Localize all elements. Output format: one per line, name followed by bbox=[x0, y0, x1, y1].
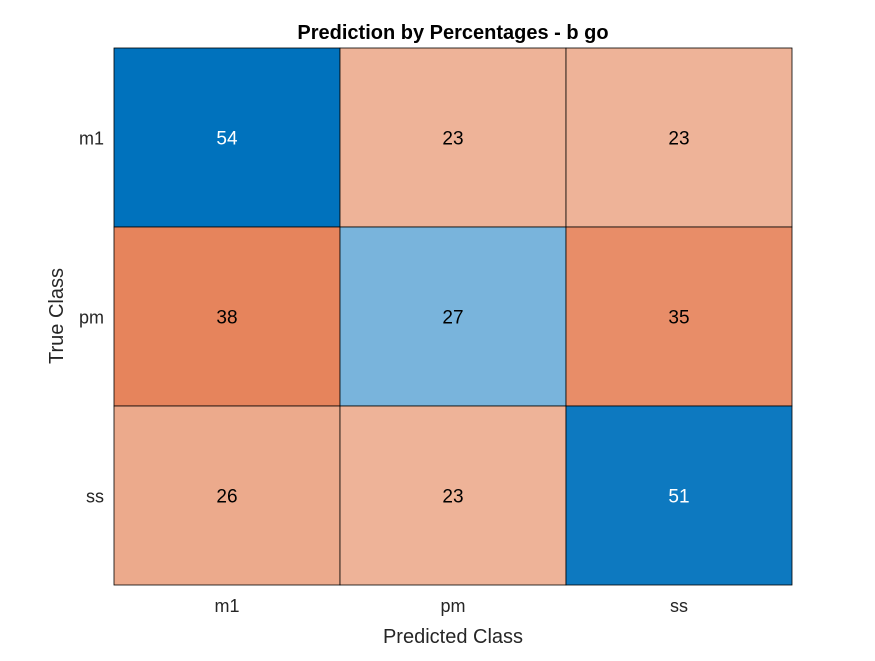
y-tick-label: ss bbox=[86, 487, 104, 507]
cell-ss-pm bbox=[339, 405, 567, 586]
cell-value-label: 38 bbox=[216, 308, 237, 329]
cell-value-label: 27 bbox=[442, 308, 463, 329]
y-tick-labels: m1 pm ss bbox=[79, 129, 104, 507]
cell-value-label: 23 bbox=[668, 129, 689, 150]
x-axis-label: Predicted Class bbox=[383, 626, 523, 648]
y-tick-label: m1 bbox=[79, 129, 104, 149]
cell-ss-m1 bbox=[113, 405, 341, 586]
cell-value-label: 23 bbox=[442, 129, 463, 150]
x-tick-label: ss bbox=[670, 596, 688, 616]
x-tick-labels: m1 pm ss bbox=[214, 596, 688, 616]
cell-value-label: 26 bbox=[216, 487, 237, 508]
cell-value-label: 23 bbox=[442, 487, 463, 508]
cell-m1-m1 bbox=[113, 47, 341, 228]
cell-pm-ss bbox=[565, 226, 793, 407]
cell-pm-m1 bbox=[113, 226, 341, 407]
cell-value-label: 35 bbox=[668, 308, 689, 329]
x-tick-label: pm bbox=[440, 596, 465, 616]
cell-m1-pm bbox=[339, 47, 567, 228]
cell-pm-pm bbox=[339, 226, 567, 407]
matrix-cells: 54 23 23 38 27 35 26 23 51 bbox=[113, 47, 793, 586]
cell-value-label: 51 bbox=[668, 487, 689, 508]
cell-m1-ss bbox=[565, 47, 793, 228]
y-tick-label: pm bbox=[79, 308, 104, 328]
y-axis-label: True Class bbox=[46, 268, 68, 364]
cell-ss-ss bbox=[565, 405, 793, 586]
x-tick-label: m1 bbox=[214, 596, 239, 616]
chart-title: Prediction by Percentages - b go bbox=[297, 22, 608, 44]
cell-value-label: 54 bbox=[216, 129, 238, 150]
